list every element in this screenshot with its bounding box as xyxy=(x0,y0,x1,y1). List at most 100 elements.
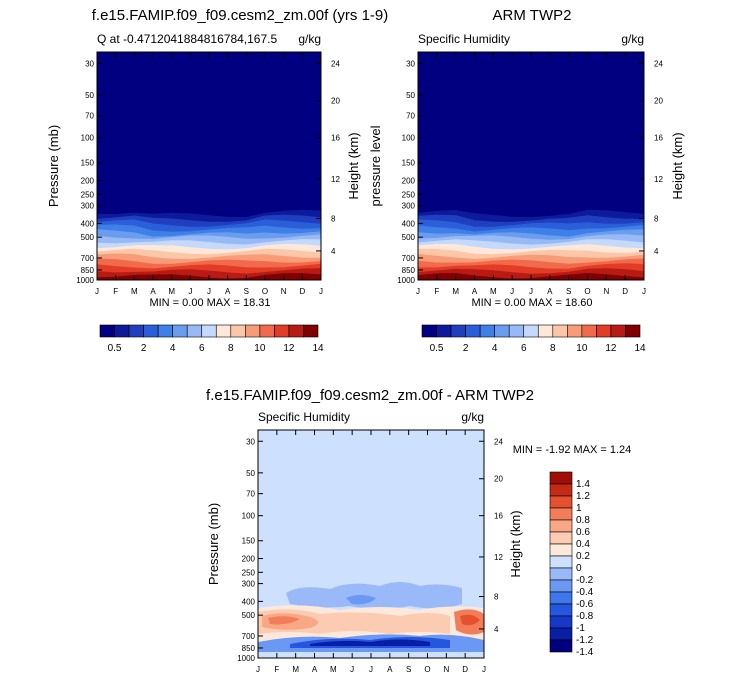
p2-y2-tick-label-5: 4 xyxy=(494,625,499,634)
p0-y-tick-label-3: 100 xyxy=(81,134,95,143)
p1-y2-tick-label-0: 24 xyxy=(654,59,663,68)
p1-cbar-label-5: 10 xyxy=(576,343,588,354)
p0-y-tick-label-6: 250 xyxy=(81,190,95,199)
p1-cbar-swatch-5 xyxy=(494,324,510,338)
p1-cbar-label-6: 12 xyxy=(605,343,617,354)
p0-y2-tick-label-1: 20 xyxy=(331,97,340,106)
p0-cbar-label-1: 2 xyxy=(141,343,147,354)
p2-cbar-swatch-13 xyxy=(549,627,573,641)
p2-cbar-swatch-8 xyxy=(549,567,573,581)
p2-cbar-label-8: -0.2 xyxy=(576,575,594,586)
p1-y2-tick-label-1: 20 xyxy=(654,97,663,106)
p0-y2-tick-label-2: 16 xyxy=(331,134,340,143)
p2-cbar-label-12: -1 xyxy=(576,623,585,634)
diff-anomaly-moist-west-core xyxy=(268,616,300,625)
p1-y-tick-label-6: 250 xyxy=(402,190,416,199)
p2-y-tick-label-8: 400 xyxy=(242,597,256,606)
p1-cbar-swatch-6 xyxy=(508,324,525,338)
panel-diff: f.e15.FAMIP.f09_f09.cesm2_zm.00f - ARM T… xyxy=(206,387,631,674)
p0-x-tick-label-0: J xyxy=(95,287,99,296)
p1-x-tick-label-8: S xyxy=(566,287,571,296)
p1-cbar-label-0: 0.5 xyxy=(430,343,444,354)
panel-diff-title: f.e15.FAMIP.f09_f09.cesm2_zm.00f - ARM T… xyxy=(206,387,534,404)
p0-x-tick-label-7: A xyxy=(225,287,231,296)
p2-cbar-swatch-11 xyxy=(549,603,573,617)
p2-y-tick-label-0: 30 xyxy=(246,437,255,446)
p2-cbar-label-0: 1.4 xyxy=(576,479,590,490)
p1-cbar-swatch-2 xyxy=(450,324,466,338)
p2-cbar-swatch-9 xyxy=(549,579,573,593)
p2-cbar-label-2: 1 xyxy=(576,503,582,514)
p0-cbar-label-6: 12 xyxy=(283,343,295,354)
p2-cbar-swatch-10 xyxy=(549,591,573,605)
p0-cbar-label-0: 0.5 xyxy=(108,343,122,354)
p0-x-tick-label-12: J xyxy=(319,287,323,296)
p1-cbar-swatch-11 xyxy=(581,324,597,338)
p2-cbar-label-1: 1.2 xyxy=(576,491,590,502)
p1-y-tick-label-11: 850 xyxy=(402,266,416,275)
p1-x-tick-label-4: M xyxy=(490,287,497,296)
p0-y-tick-label-10: 700 xyxy=(81,254,95,263)
p1-x-tick-label-3: A xyxy=(472,287,478,296)
p0-cbar-label-7: 14 xyxy=(312,343,324,354)
p1-cbar-label-1: 2 xyxy=(463,343,469,354)
diff-anomaly-upper-dry xyxy=(286,582,462,609)
p1-y-tick-label-10: 700 xyxy=(402,254,416,263)
p2-x-tick-label-9: O xyxy=(424,665,430,674)
panel-model-minmax: MIN = 0.00 MAX = 18.31 xyxy=(149,297,270,309)
p0-y2-tick-label-5: 4 xyxy=(331,247,336,256)
p1-x-tick-label-9: O xyxy=(584,287,590,296)
p1-cbar-swatch-9 xyxy=(552,324,568,338)
p1-cbar-label-2: 4 xyxy=(492,343,498,354)
p2-x-tick-label-5: J xyxy=(350,665,354,674)
p1-cbar-swatch-3 xyxy=(465,324,481,338)
panel-model-field-label: Q at -0.4712041884816784,167.5 xyxy=(97,32,277,46)
p1-cbar-swatch-4 xyxy=(479,324,495,338)
p0-cbar-swatch-8 xyxy=(215,324,232,338)
panel-obs: ARM TWP2 Specific Humidity g/kg 30 50 70 10… xyxy=(368,7,685,354)
p0-x-tick-label-10: N xyxy=(281,287,287,296)
p0-cbar-swatch-2 xyxy=(128,324,144,338)
p0-y-tick-label-4: 150 xyxy=(81,159,95,168)
panel-model-units: g/kg xyxy=(298,32,321,46)
p1-x-tick-label-5: J xyxy=(510,287,514,296)
p2-x-tick-label-8: S xyxy=(406,665,411,674)
p1-x-tick-label-6: J xyxy=(529,287,533,296)
p2-cbar-swatch-12 xyxy=(549,615,573,629)
panel-obs-plot xyxy=(417,51,645,281)
p1-cbar-swatch-1 xyxy=(436,324,452,338)
p0-y2-tick-label-3: 12 xyxy=(331,175,340,184)
p2-cbar-label-3: 0.8 xyxy=(576,515,590,526)
p2-cbar-swatch-0 xyxy=(549,471,573,485)
p1-y-tick-label-3: 100 xyxy=(402,134,416,143)
p1-cbar-label-3: 6 xyxy=(521,343,527,354)
p1-cbar-swatch-7 xyxy=(523,324,539,338)
p0-cbar-swatch-6 xyxy=(186,324,203,338)
p0-cbar-swatch-7 xyxy=(201,324,217,338)
p0-y-tick-label-5: 200 xyxy=(81,177,95,186)
p2-y-tick-label-3: 100 xyxy=(242,512,256,521)
p0-cbar-swatch-12 xyxy=(274,324,290,338)
panel-model: f.e15.FAMIP.f09_f09.cesm2_zm.00f (yrs 1-… xyxy=(46,7,388,354)
p0-cbar-swatch-4 xyxy=(157,324,173,338)
p2-cbar-label-5: 0.4 xyxy=(576,539,590,550)
panel-model-title: f.e15.FAMIP.f09_f09.cesm2_zm.00f (yrs 1-… xyxy=(92,7,389,24)
p0-x-tick-label-3: A xyxy=(150,287,156,296)
p1-cbar-swatch-8 xyxy=(537,324,554,338)
p1-x-tick-label-11: D xyxy=(622,287,628,296)
p1-x-tick-label-1: F xyxy=(434,287,439,296)
p1-y2-tick-label-3: 12 xyxy=(654,175,663,184)
p0-x-tick-label-2: M xyxy=(131,287,138,296)
panel-obs-y2-label: Height (km) xyxy=(670,132,685,199)
p1-y-tick-label-4: 150 xyxy=(402,159,416,168)
panel-diff-y-label: Pressure (mb) xyxy=(206,503,221,585)
p1-y-tick-label-12: 1000 xyxy=(397,276,415,285)
p0-cbar-swatch-5 xyxy=(172,324,188,338)
panel-diff-y2-label: Height (km) xyxy=(508,510,523,577)
p0-x-tick-label-11: D xyxy=(299,287,305,296)
p2-cbar-label-7: 0 xyxy=(576,563,582,574)
panel-model-y-label: Pressure (mb) xyxy=(46,125,61,207)
panel-obs-units: g/kg xyxy=(621,32,644,46)
p0-y-tick-label-2: 70 xyxy=(85,112,94,121)
p0-y-tick-label-7: 300 xyxy=(81,202,95,211)
